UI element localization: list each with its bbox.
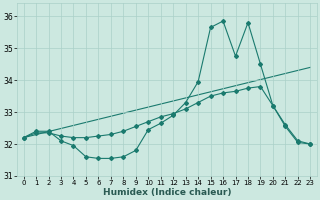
X-axis label: Humidex (Indice chaleur): Humidex (Indice chaleur) xyxy=(103,188,231,197)
